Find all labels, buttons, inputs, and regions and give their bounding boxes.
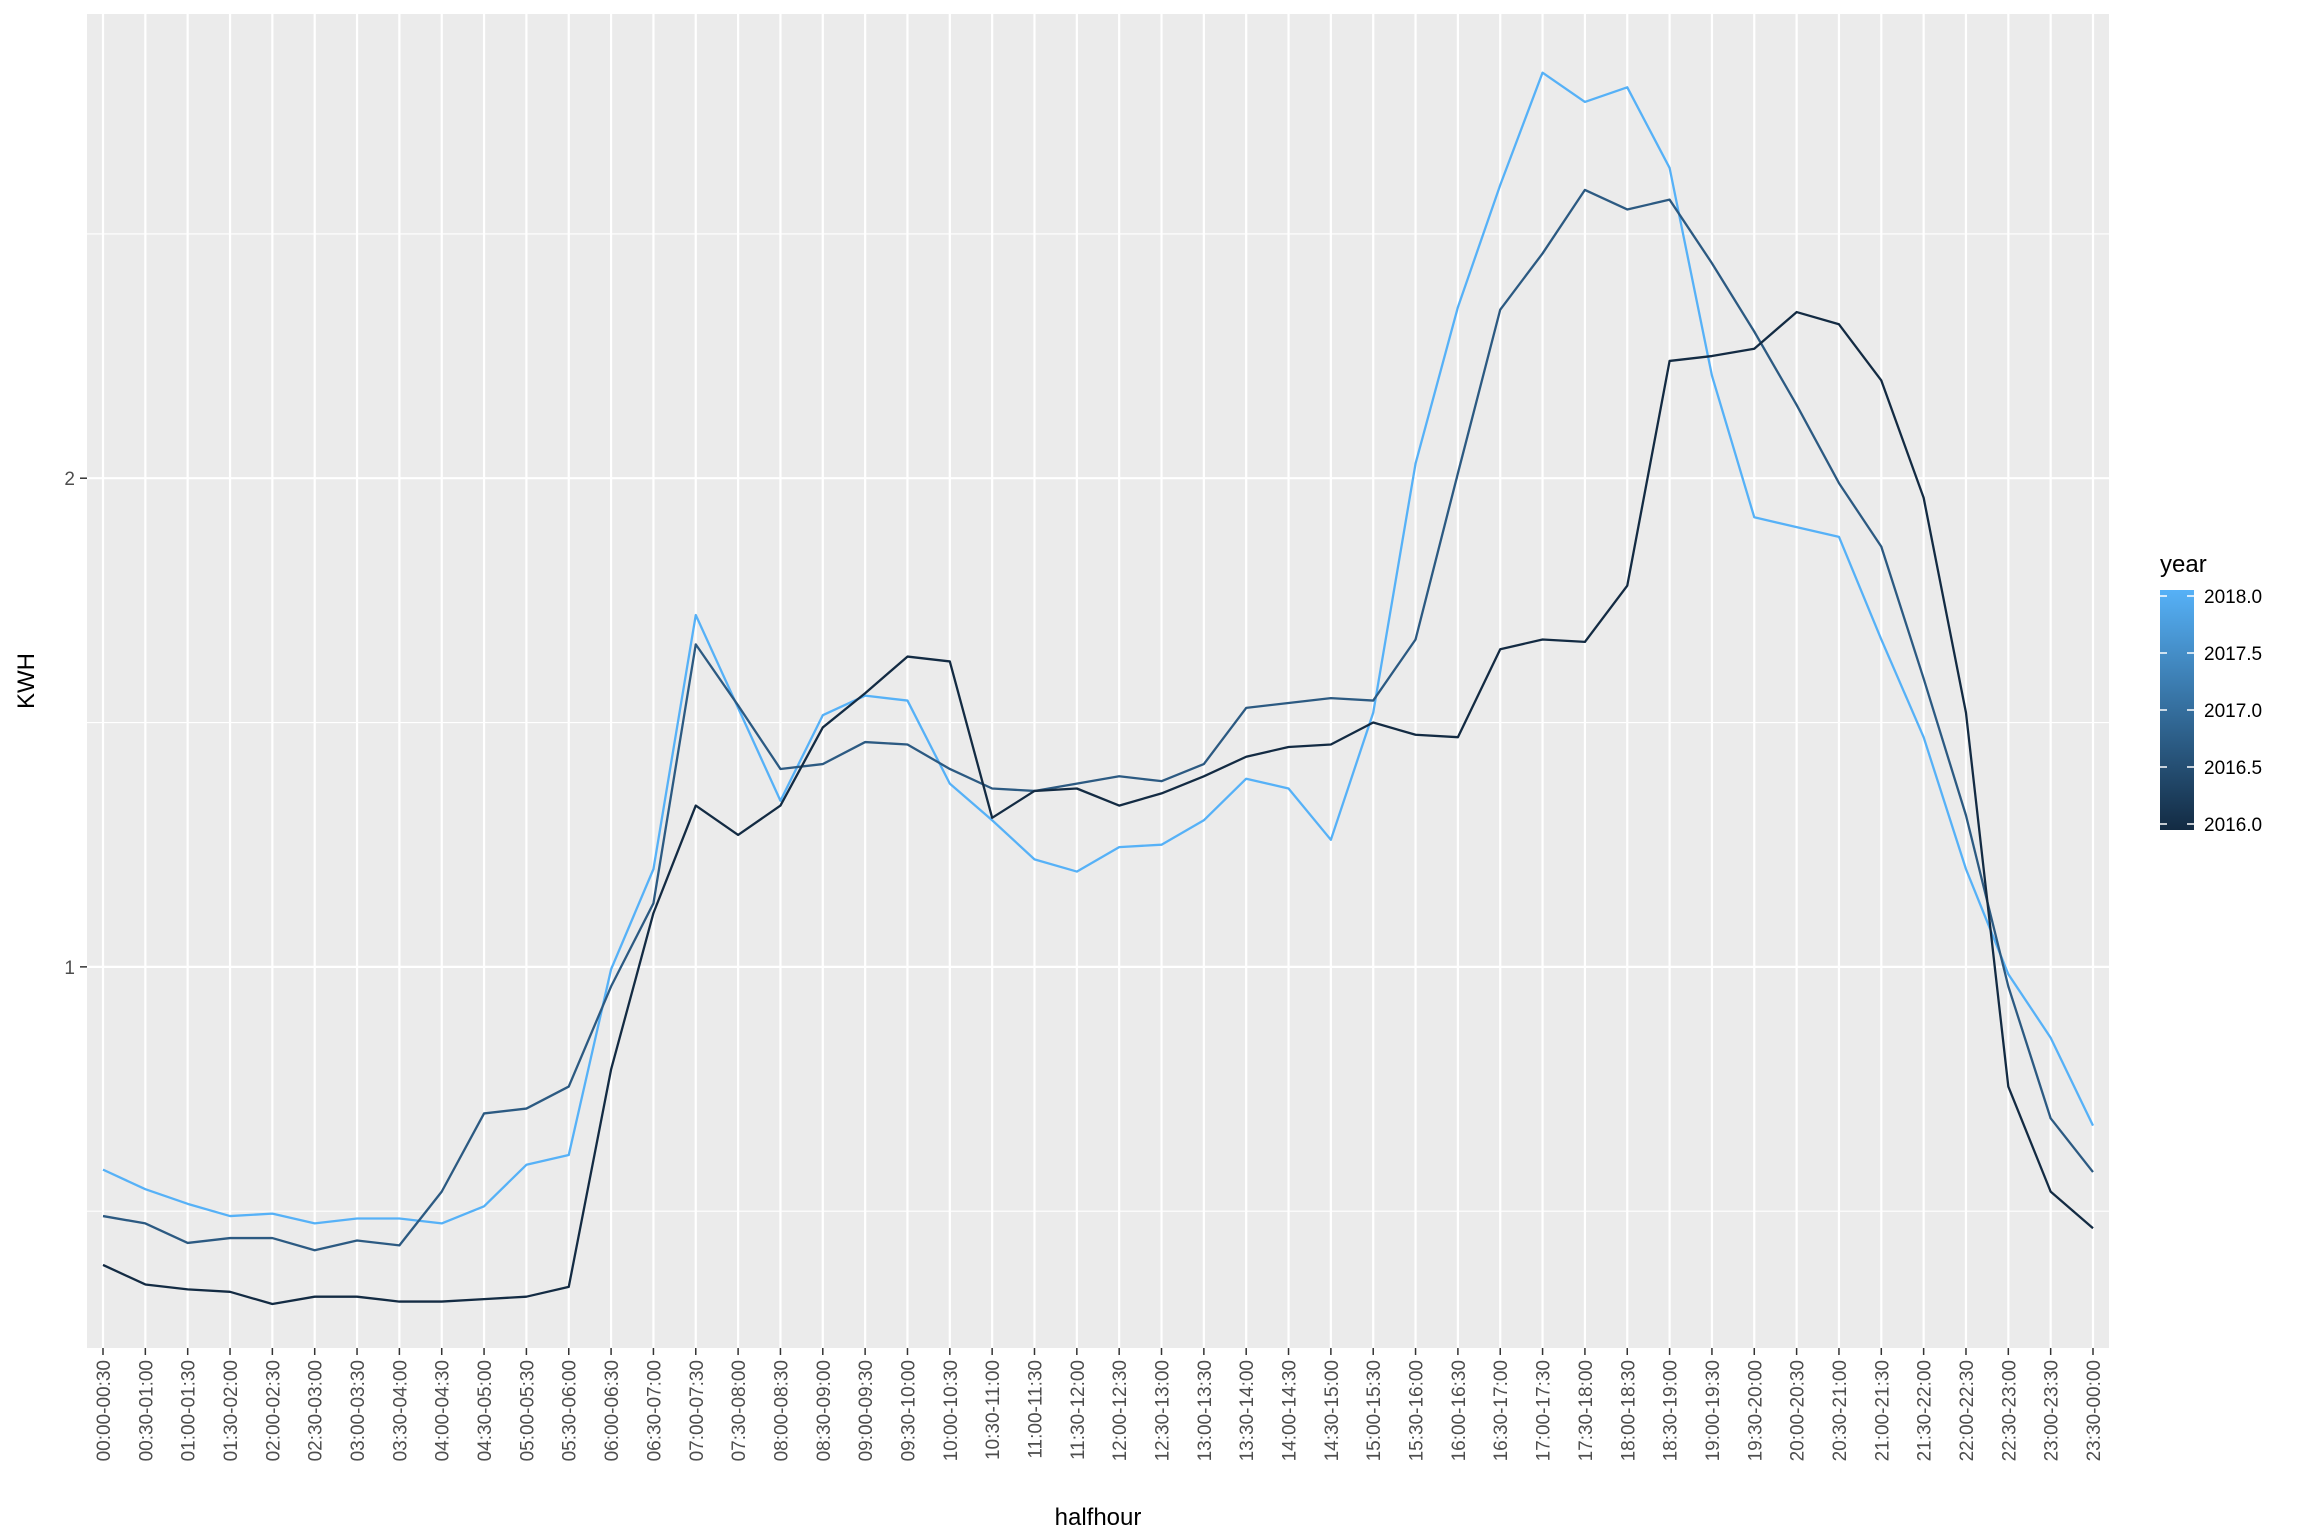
x-tick-label: 14:00-14:30	[1280, 1360, 1301, 1461]
x-tick-label: 11:00-11:30	[1025, 1360, 1046, 1459]
x-tick-label: 21:30-22:00	[1915, 1360, 1936, 1461]
x-tick-label: 10:00-10:30	[941, 1360, 962, 1461]
x-tick-label: 19:00-19:30	[1703, 1360, 1724, 1461]
x-tick-label: 08:30-09:00	[814, 1360, 835, 1461]
x-tick-label: 09:00-09:30	[856, 1360, 877, 1461]
x-tick-label: 02:30-03:00	[306, 1360, 327, 1461]
x-tick-label: 02:00-02:30	[263, 1360, 284, 1461]
legend: year 2018.0 2017.5 2017.0 2016.5 2016.0	[2160, 551, 2262, 836]
x-tick-label: 09:30-10:00	[898, 1360, 919, 1461]
x-tick-label: 08:00-08:30	[771, 1360, 792, 1461]
x-tick-label: 14:30-15:00	[1322, 1360, 1343, 1461]
x-tick-label: 06:30-07:00	[644, 1360, 665, 1461]
x-tick-label: 05:00-05:30	[517, 1360, 538, 1461]
x-tick-label: 19:30-20:00	[1745, 1360, 1766, 1461]
legend-label: 2018.0	[2204, 587, 2262, 608]
x-tick-label: 04:30-05:00	[475, 1360, 496, 1461]
x-tick-label: 23:30-00:00	[2084, 1360, 2105, 1461]
y-axis: 12	[64, 469, 87, 979]
x-tick-label: 00:00-00:30	[94, 1360, 115, 1461]
x-tick-label: 16:00-16:30	[1449, 1360, 1470, 1461]
series-line-2018	[102, 71, 2095, 1225]
legend-label: 2016.5	[2204, 758, 2262, 779]
x-tick-label: 22:00-22:30	[1957, 1360, 1978, 1461]
x-tick-label: 01:00-01:30	[179, 1360, 200, 1461]
minor-gridlines	[87, 233, 2109, 1212]
x-tick-label: 04:00-04:30	[433, 1360, 454, 1461]
x-tick-label: 12:30-13:00	[1153, 1360, 1174, 1461]
x-tick-label: 00:30-01:00	[136, 1360, 157, 1461]
x-tick-label: 11:30-12:00	[1068, 1360, 1089, 1460]
x-tick-label: 10:30-11:00	[983, 1360, 1004, 1460]
major-gridlines	[87, 14, 2109, 1348]
legend-label: 2017.5	[2204, 644, 2262, 665]
x-tick-label: 01:30-02:00	[221, 1360, 242, 1461]
x-tick-label: 03:30-04:00	[390, 1360, 411, 1461]
x-axis: 00:00-00:30 00:30-01:00 01:00-01:30 01:30-0…	[94, 1348, 2105, 1461]
x-tick-label: 05:30-06:00	[560, 1360, 581, 1461]
x-tick-label: 23:00-23:30	[2042, 1360, 2063, 1461]
legend-ticks: 2018.0 2017.5 2017.0 2016.5 2016.0	[2160, 587, 2262, 836]
x-tick-label: 03:00-03:30	[348, 1360, 369, 1461]
plot-panel	[87, 14, 2109, 1348]
x-tick-label: 18:30-19:00	[1661, 1360, 1682, 1461]
x-tick-label: 17:00-17:30	[1534, 1360, 1555, 1461]
x-axis-title: halfhour	[1055, 1504, 1142, 1531]
x-tick-label: 21:00-21:30	[1872, 1360, 1893, 1461]
x-tick-label: 15:30-16:00	[1407, 1360, 1428, 1461]
x-tick-label: 12:00-12:30	[1110, 1360, 1131, 1461]
y-axis-title: KWH	[13, 653, 40, 709]
x-tick-label: 18:00-18:30	[1618, 1360, 1639, 1461]
x-tick-label: 06:00-06:30	[602, 1360, 623, 1461]
y-tick-label: 2	[64, 469, 75, 490]
series-line-2016	[102, 310, 2094, 1306]
legend-title: year	[2160, 551, 2207, 578]
series-lines	[102, 71, 2095, 1306]
x-tick-label: 20:00-20:30	[1788, 1360, 1809, 1461]
y-tick-label: 1	[64, 958, 75, 979]
x-tick-label: 07:30-08:00	[729, 1360, 750, 1461]
x-tick-label: 22:30-23:00	[1999, 1360, 2020, 1461]
legend-label: 2016.0	[2204, 815, 2262, 836]
legend-label: 2017.0	[2204, 701, 2262, 722]
x-tick-label: 16:30-17:00	[1491, 1360, 1512, 1461]
x-tick-label: 17:30-18:00	[1576, 1360, 1597, 1461]
x-tick-label: 13:00-13:30	[1195, 1360, 1216, 1461]
x-tick-label: 20:30-21:00	[1830, 1360, 1851, 1461]
x-tick-label: 13:30-14:00	[1237, 1360, 1258, 1461]
x-tick-label: 07:00-07:30	[687, 1360, 708, 1461]
x-tick-label: 15:00-15:30	[1364, 1360, 1385, 1461]
